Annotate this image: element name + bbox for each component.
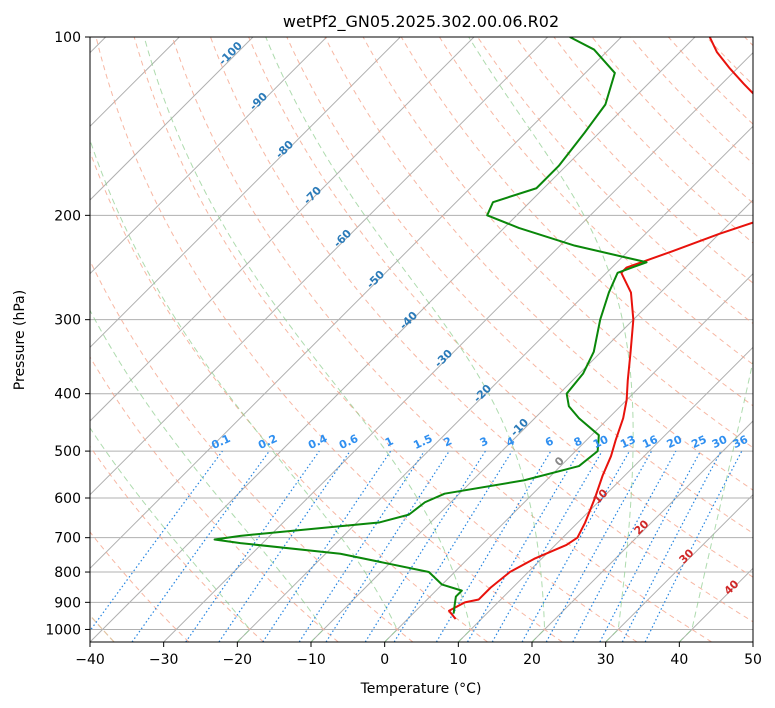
x-tick-label: −20 [223,652,253,668]
mixing-ratio-label: 16 [640,433,660,451]
y-tick-label: 200 [54,208,81,224]
dry-adiabat [90,356,339,642]
dry-adiabat [133,37,638,642]
mixing-ratio-label: 10 [591,433,611,451]
mixing-ratio-line [298,450,425,642]
y-tick-label: 100 [54,30,81,46]
moist-adiabat [678,358,753,642]
y-tick-label: 400 [54,387,81,403]
mixing-ratio-line [90,450,223,632]
mixing-ratio-label: 30 [710,433,730,451]
chart-title: wetPf2_GN05.2025.302.00.06.R02 [283,12,559,32]
isotherm [90,37,696,642]
mixing-ratio-label: 13 [618,433,637,451]
isotherm [90,37,475,422]
isotherm [531,420,753,642]
dry-adiabat [171,37,712,642]
isotherm [90,37,622,570]
moist-adiabat [90,427,251,642]
mixing-ratio-line [521,450,631,642]
dry-adiabat [95,37,563,642]
isotherm [163,51,753,642]
x-tick-label: 30 [597,652,615,668]
y-axis-label: Pressure (hPa) [12,290,28,390]
mixing-ratio-line [218,450,351,642]
mixing-ratio-label: 36 [731,433,751,451]
dry-adiabat [286,37,753,534]
y-tick-label: 300 [54,313,81,329]
isotherm [90,37,254,201]
dry-adiabat [210,37,753,623]
axes: −40 −30 −20 −10 0 10 20 30 40 50 100 200 300 400 500 60… [45,30,762,668]
mixing-ratio-line [262,450,392,642]
dry-adiabat [400,37,753,407]
x-tick-label: 20 [523,652,541,668]
mixing-ratio-line [131,450,270,642]
moist-adiabat [90,138,398,642]
y-tick-label: 900 [54,595,81,611]
isotherm [457,346,753,642]
mixing-ratio-line [545,450,653,642]
mixing-ratio-label: 20 [665,433,685,451]
y-tick-label: 800 [54,565,81,581]
mixing-ratio-line [572,450,677,642]
x-tick-label: 0 [380,652,389,668]
y-tick-label: 700 [54,531,81,547]
x-tick-label: −40 [75,652,105,668]
dry-adiabat [515,37,753,284]
y-tick-label: 1000 [45,622,81,638]
moist-adiabat [143,37,472,642]
dry-adiabat [90,531,190,642]
moist-adiabat [90,309,325,642]
y-tick-label: 600 [54,491,81,507]
x-tick-label: −30 [149,652,179,668]
mixing-ratio-line [644,450,743,642]
isotherm [384,272,753,642]
dewpoint-profile [213,37,648,614]
mixing-ratio-line [325,450,450,642]
plot-frame [89,36,754,643]
x-tick-label: −10 [296,652,326,668]
dry-adiabat [90,259,414,642]
x-axis-label: Temperature (°C) [360,681,482,697]
isotherm [236,125,753,642]
dry-adiabat [90,445,264,642]
isotherm [605,493,753,642]
y-tick-label: 500 [54,444,81,460]
isotherm [90,37,328,275]
x-tick-label: 40 [670,652,688,668]
temperature-profile [448,37,753,620]
mixing-ratio-line [393,450,513,642]
dry-adiabat [90,150,488,642]
isotherm [90,37,549,496]
plot-area [90,37,753,642]
dry-adiabat [248,37,753,578]
mixing-ratio-label: 25 [689,433,708,451]
x-tick-label: 50 [744,652,762,668]
dry-adiabat [439,37,753,366]
moist-adiabat [265,37,546,642]
isotherm [90,37,401,349]
mixing-ratio-line [185,450,320,642]
x-tick-label: 10 [449,652,467,668]
